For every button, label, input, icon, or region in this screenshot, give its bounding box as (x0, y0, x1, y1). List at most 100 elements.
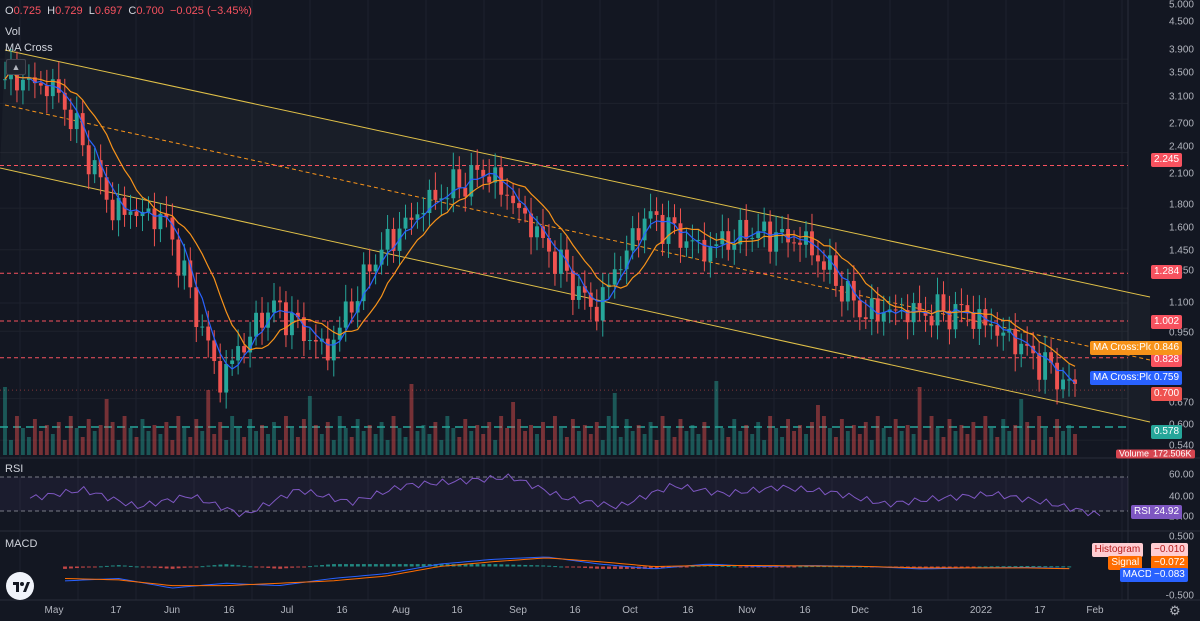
candle-body (774, 232, 779, 252)
volume-bar (792, 431, 796, 455)
channel-fill (0, 50, 1150, 422)
candle-body (62, 92, 67, 110)
macd-tick-label: -0.500 (1165, 590, 1194, 602)
candle-body (200, 326, 205, 328)
macd-histogram-bar (959, 566, 964, 568)
macd-indicator-label[interactable]: MACD (5, 538, 38, 550)
candle-body (313, 340, 318, 342)
macd-histogram-bar (947, 566, 952, 568)
volume-bar (600, 440, 605, 455)
chevron-up-icon[interactable]: ▲ (6, 59, 26, 75)
candle-body (786, 229, 791, 243)
macd-histogram-bar (971, 566, 976, 568)
volume-bar (887, 437, 892, 455)
volume-bar (140, 419, 145, 455)
candle-body (325, 338, 330, 361)
price-level-tag: 2.245 (1151, 153, 1183, 167)
volume-bar (1037, 416, 1042, 455)
volume-bar (44, 425, 49, 455)
candle-body (26, 77, 31, 80)
macd-histogram-bar (272, 566, 277, 569)
macd-label-value-tag: −0.010 (1151, 543, 1188, 557)
macd-histogram-bar (361, 564, 366, 567)
candle-body (86, 145, 91, 175)
macd-histogram-bar (128, 565, 133, 567)
candle-body (499, 167, 504, 195)
volume-bar (708, 440, 713, 455)
candle-body (152, 208, 157, 230)
macd-histogram-bar (224, 564, 229, 567)
macd-histogram-bar (738, 566, 743, 568)
candle-body (289, 312, 294, 336)
volume-bar (361, 431, 366, 455)
volume-bar (845, 431, 850, 455)
candle-body (726, 231, 731, 250)
macd-histogram-bar (487, 564, 492, 567)
ma-cross-indicator-label[interactable]: MA Cross (5, 42, 53, 54)
macd-histogram-bar (146, 566, 151, 568)
macd-histogram-bar (511, 564, 516, 567)
volume-bar (206, 390, 211, 455)
candle-body (242, 346, 247, 353)
volume-bar (750, 434, 755, 455)
volume-bar (421, 425, 426, 455)
volume-bar (445, 416, 450, 455)
volume-bar (899, 431, 904, 455)
volume-bar (284, 416, 288, 455)
candle-body (1037, 353, 1042, 380)
candle-body (827, 255, 832, 270)
price-tick-label: 4.500 (1168, 16, 1194, 28)
candle-body (732, 244, 737, 250)
volume-bar (869, 440, 874, 455)
macd-histogram-bar (260, 566, 265, 568)
rsi-indicator-label[interactable]: RSI (5, 463, 24, 475)
volume-bar (451, 428, 456, 455)
candle-body (44, 85, 49, 97)
macd-histogram-bar (415, 564, 420, 567)
candle-body (481, 169, 486, 177)
candle-body (654, 211, 659, 215)
volume-bar (230, 416, 235, 455)
volume-bar (547, 440, 551, 455)
tradingview-logo-icon[interactable] (6, 572, 34, 600)
rsi-tick-label: 60.00 (1168, 469, 1194, 481)
volume-bar (439, 440, 444, 455)
macd-histogram-bar (499, 564, 504, 567)
volume-bar (923, 440, 928, 455)
volume-bar (248, 419, 253, 455)
candle-body (959, 304, 964, 306)
channel-lower-line (0, 167, 1151, 423)
volume-bar (331, 440, 336, 455)
volume-bar (499, 416, 504, 455)
volume-bar (493, 440, 498, 455)
candle-body (80, 113, 85, 146)
candle-body (272, 300, 276, 313)
volume-indicator-label[interactable]: Vol (5, 26, 21, 38)
volume-bar (953, 431, 958, 455)
macd-label-name-tag: MACD (1119, 568, 1156, 582)
volume-bar (965, 434, 970, 455)
macd-histogram-bar (929, 566, 934, 568)
macd-histogram-bar (284, 566, 289, 569)
ma-plot-name-tag: MA Cross:Plot (1090, 341, 1160, 355)
candle-body (989, 325, 994, 327)
price-level-tag: 0.828 (1151, 353, 1183, 367)
macd-histogram-bar (326, 564, 330, 567)
candle-body (1043, 352, 1048, 380)
candle-body (529, 213, 533, 238)
macd-histogram-bar (355, 564, 360, 567)
volume-bar (122, 416, 127, 455)
gear-icon[interactable]: ⚙ (1169, 603, 1181, 618)
volume-bar (295, 437, 300, 455)
macd-histogram-bar (176, 566, 181, 569)
volume-bar (654, 440, 659, 455)
candle-body (798, 242, 802, 245)
ma-plot-name-tag: MA Cross:Plot (1090, 371, 1160, 385)
volume-bar (9, 440, 13, 455)
volume-bar (301, 419, 306, 455)
candle-body (421, 213, 426, 215)
macd-histogram-bar (565, 566, 570, 568)
macd-histogram-bar (553, 566, 558, 568)
macd-histogram-bar (182, 566, 187, 568)
